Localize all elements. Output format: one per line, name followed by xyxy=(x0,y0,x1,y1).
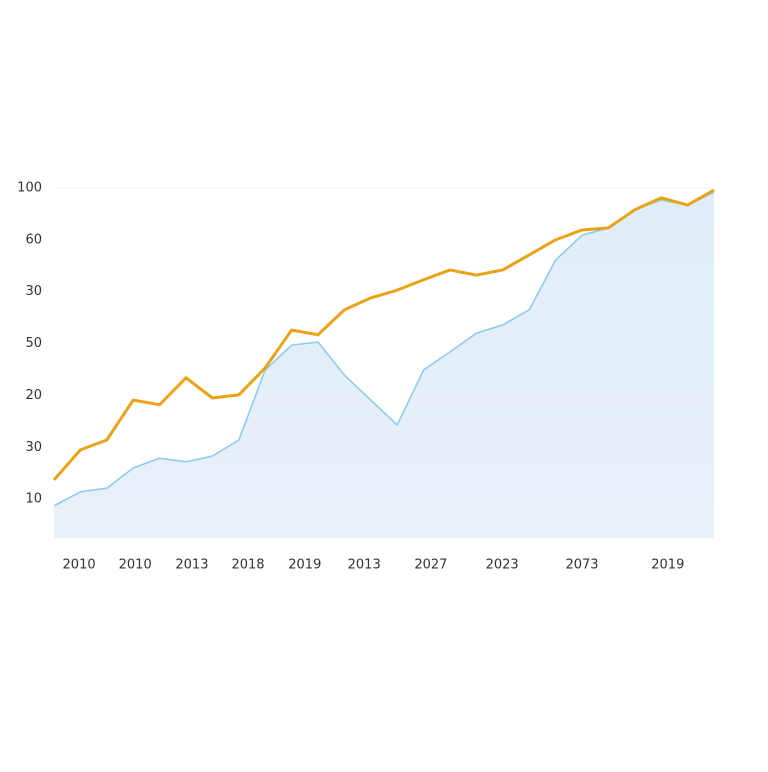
x-tick-label: 2010 xyxy=(63,558,96,573)
y-tick-label: 100 xyxy=(17,181,42,196)
x-tick-label: 2019 xyxy=(651,558,684,573)
area xyxy=(54,192,714,539)
y-tick-label: 20 xyxy=(25,388,42,403)
x-tick-label: 2010 xyxy=(119,558,152,573)
x-tick-label: 2013 xyxy=(348,558,381,573)
x-tick-label: 2018 xyxy=(231,558,264,573)
y-tick-label: 10 xyxy=(25,492,42,507)
x-tick-label: 2019 xyxy=(288,558,321,573)
x-tick-label: 2023 xyxy=(486,558,519,573)
y-tick-label: 50 xyxy=(25,336,42,351)
x-tick-label: 2013 xyxy=(175,558,208,573)
x-tick-label: 2073 xyxy=(565,558,598,573)
y-tick-label: 30 xyxy=(25,284,42,299)
y-tick-label: 60 xyxy=(25,232,42,247)
y-tick-label: 30 xyxy=(25,440,42,455)
x-tick-label: 2027 xyxy=(414,558,447,573)
line xyxy=(52,188,715,481)
